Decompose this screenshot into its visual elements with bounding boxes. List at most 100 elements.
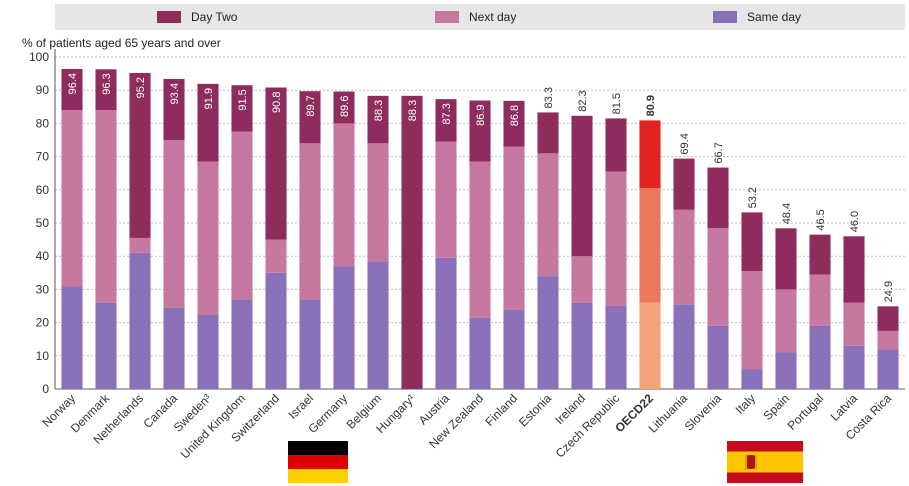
bar-segment-same-day — [435, 257, 457, 389]
legend-swatch-next-day — [435, 11, 459, 23]
bar-segment-day-two — [741, 212, 763, 272]
bar-total-label: 95.2 — [135, 77, 147, 98]
x-category-label: Spain — [761, 391, 793, 423]
bar-segment-same-day — [129, 252, 151, 389]
bar-total-label: 96.4 — [67, 73, 79, 94]
bar-segment-same-day — [537, 276, 559, 389]
x-category-label: Portugal — [785, 391, 827, 433]
bar-segment-day-two — [469, 100, 491, 162]
bar-segment-next-day — [129, 237, 151, 253]
bar-segment-same-day — [639, 302, 661, 389]
bar-total-label: 83.3 — [543, 87, 555, 108]
bar-segment-same-day — [265, 272, 287, 389]
bar-segment-same-day — [503, 309, 525, 389]
bar-total-label: 69.4 — [679, 133, 691, 154]
bar-segment-day-two — [129, 72, 151, 238]
bar-segment-next-day — [503, 146, 525, 310]
bar-segment-same-day — [843, 345, 865, 389]
bar-total-label: 80.9 — [645, 95, 657, 116]
bar-total-label: 86.8 — [509, 105, 521, 126]
legend: Day Two Next day Same day — [55, 4, 905, 30]
bar-total-label: 93.4 — [169, 83, 181, 104]
bar-total-label: 88.3 — [407, 100, 419, 121]
bar-segment-next-day — [333, 123, 355, 267]
bar-total-label: 96.3 — [101, 73, 113, 94]
bar-segment-next-day — [571, 256, 593, 303]
bar-segment-day-two — [673, 158, 695, 210]
bar-segment-next-day — [741, 271, 763, 370]
bar-total-label: 53.2 — [747, 187, 759, 208]
bar-segment-same-day — [197, 314, 219, 389]
y-tick-label: 80 — [36, 116, 50, 130]
bar-total-label: 87.3 — [441, 103, 453, 124]
bar-total-label: 91.9 — [203, 88, 215, 109]
legend-swatch-same-day — [713, 11, 737, 23]
bar-segment-next-day — [707, 227, 729, 326]
bar-segment-day-two — [503, 100, 525, 147]
x-category-label: Slovenia — [682, 391, 725, 434]
germany-flag — [288, 441, 348, 483]
y-axis-title: % of patients aged 65 years and over — [22, 36, 221, 50]
bar-segment-next-day — [95, 110, 117, 303]
bar-total-label: 88.3 — [373, 100, 385, 121]
bar-total-label: 86.9 — [475, 104, 487, 125]
bar-segment-same-day — [707, 325, 729, 389]
bar-total-label: 89.6 — [339, 96, 351, 117]
bar-segment-day-two — [265, 87, 287, 240]
y-tick-label: 70 — [36, 150, 50, 164]
bar-segment-next-day — [231, 131, 253, 300]
bar-segment-next-day — [537, 153, 559, 277]
y-tick-label: 90 — [36, 83, 50, 97]
bar-total-label: 81.5 — [611, 93, 623, 114]
bar-segment-same-day — [809, 325, 831, 389]
bar-segment-day-two — [299, 91, 321, 144]
y-tick-label: 30 — [36, 282, 50, 296]
bar-segment-next-day — [299, 143, 321, 300]
bar-segment-day-two — [605, 118, 627, 172]
bar-segment-next-day — [639, 188, 661, 303]
y-tick-label: 100 — [29, 50, 49, 64]
bar-segment-same-day — [299, 299, 321, 389]
bar-segment-same-day — [333, 266, 355, 389]
y-tick-label: 0 — [42, 382, 49, 396]
bar-total-label: 91.5 — [237, 89, 249, 110]
bar-segment-day-two — [639, 120, 661, 189]
x-category-label: Estonia — [516, 391, 554, 429]
legend-swatch-day-two — [157, 11, 181, 23]
bar-segment-same-day — [673, 304, 695, 389]
bar-segment-next-day — [61, 110, 83, 287]
y-tick-label: 10 — [36, 349, 50, 363]
bar-segment-day-two — [537, 112, 559, 154]
bar-segment-day-two — [197, 83, 219, 162]
bar-total-label: 46.5 — [815, 209, 827, 230]
bar-segment-next-day — [843, 302, 865, 346]
bar-segment-same-day — [163, 307, 185, 389]
x-category-label: Israel — [285, 391, 316, 422]
bar-segment-same-day — [775, 352, 797, 389]
legend-item-next-day: Next day — [435, 10, 516, 24]
bar-segment-next-day — [367, 143, 389, 262]
bar-segment-day-two — [61, 68, 83, 111]
bar-segment-same-day — [231, 299, 253, 389]
bar-total-label: 90.8 — [271, 92, 283, 113]
y-tick-label: 50 — [36, 216, 50, 230]
bar-segment-next-day — [877, 330, 899, 350]
bar-segment-day-two — [775, 228, 797, 290]
bar-segment-day-two — [333, 91, 355, 124]
bar-segment-day-two — [163, 78, 185, 140]
y-tick-label: 60 — [36, 183, 50, 197]
bar-segment-day-two — [367, 95, 389, 144]
bar-segment-next-day — [775, 289, 797, 353]
bar-segment-next-day — [197, 161, 219, 315]
bar-segment-same-day — [95, 302, 117, 389]
legend-item-same-day: Same day — [713, 10, 801, 24]
bar-segment-next-day — [605, 171, 627, 306]
legend-item-day-two: Day Two — [157, 10, 237, 24]
y-tick-label: 40 — [36, 249, 50, 263]
bar-segment-next-day — [673, 209, 695, 305]
bar-total-label: 89.7 — [305, 95, 317, 116]
bar-segment-day-two — [809, 234, 831, 275]
bar-segment-next-day — [809, 274, 831, 326]
bar-segment-same-day — [741, 369, 763, 389]
